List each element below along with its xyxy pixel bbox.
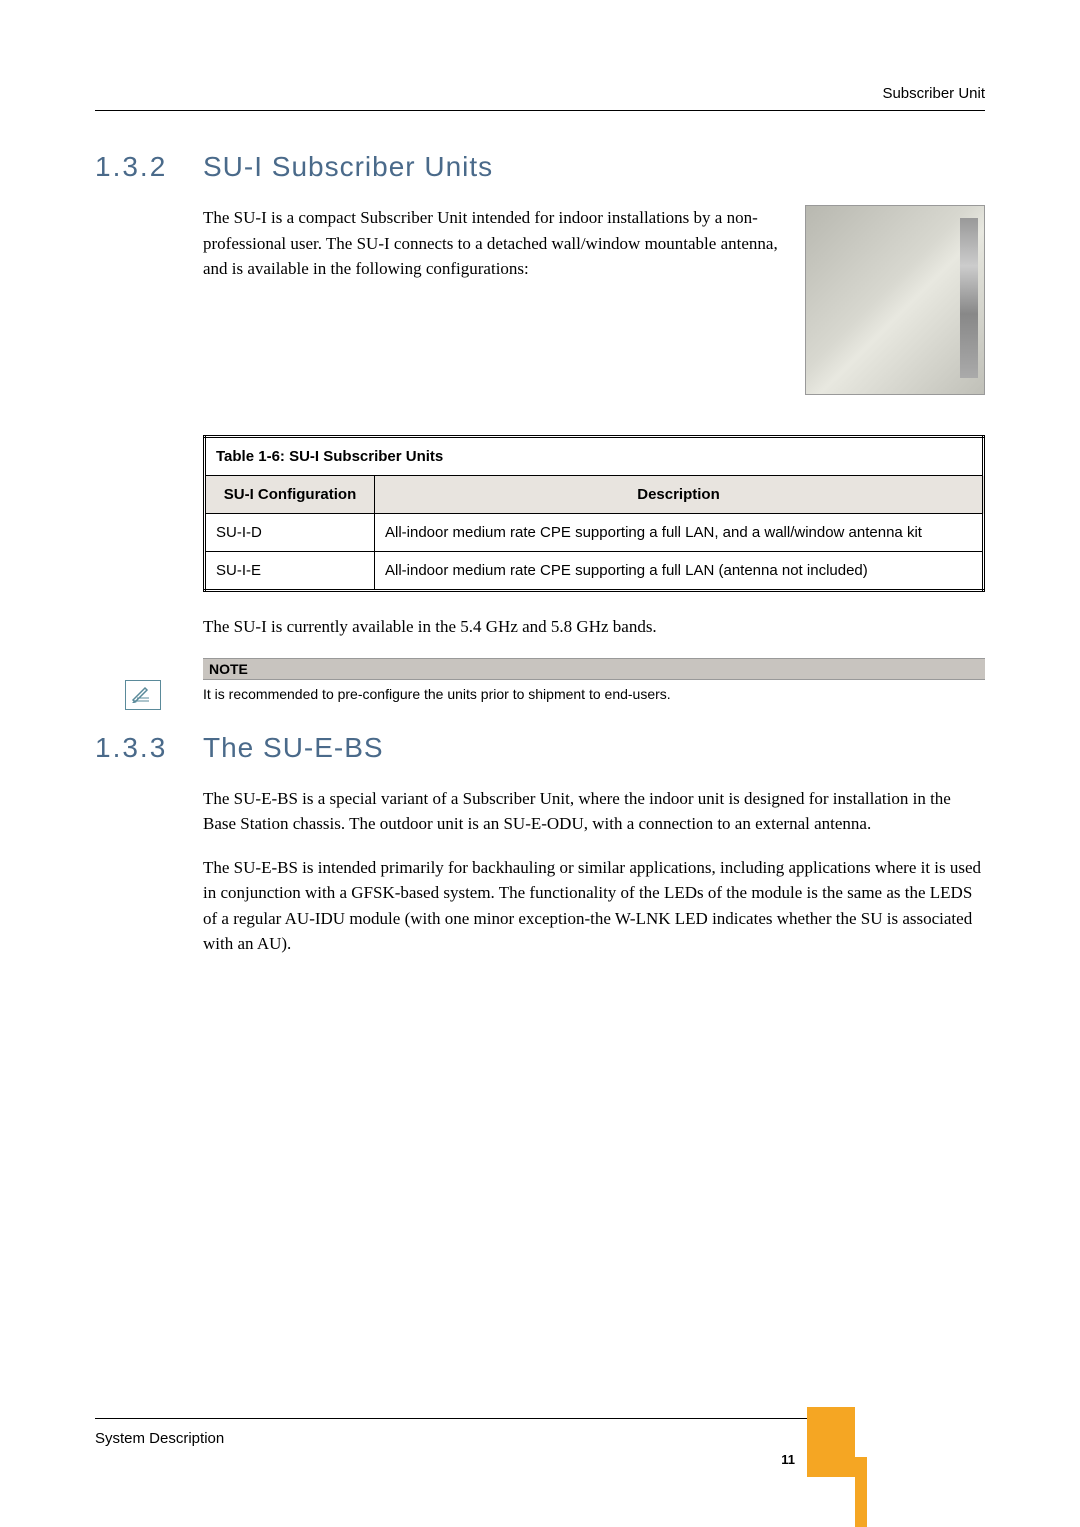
note-text: It is recommended to pre-configure the u… — [203, 680, 985, 702]
config-cell: SU-I-D — [205, 514, 375, 552]
footer-accent-stripe — [855, 1457, 867, 1527]
desc-cell: All-indoor medium rate CPE supporting a … — [375, 552, 984, 591]
table-col1-header: SU-I Configuration — [205, 476, 375, 514]
section-1-3-2-heading: 1.3.2 SU-I Subscriber Units — [95, 151, 985, 183]
note-box: NOTE It is recommended to pre-configure … — [203, 658, 985, 702]
header-right-label: Subscriber Unit — [882, 85, 985, 102]
su-i-config-table: Table 1-6: SU-I Subscriber Units SU-I Co… — [203, 435, 985, 592]
table-caption: Table 1-6: SU-I Subscriber Units — [205, 437, 984, 476]
config-cell: SU-I-E — [205, 552, 375, 591]
note-label: NOTE — [203, 658, 985, 680]
body-paragraph: The SU-E-BS is intended primarily for ba… — [203, 855, 985, 957]
table-row: SU-I-D All-indoor medium rate CPE suppor… — [205, 514, 984, 552]
note-icon — [125, 680, 161, 710]
table-row: SU-I-E All-indoor medium rate CPE suppor… — [205, 552, 984, 591]
section-1-3-3-heading: 1.3.3 The SU-E-BS — [95, 732, 985, 764]
footer-accent-block — [807, 1407, 855, 1477]
device-photo — [805, 205, 985, 395]
section-number: 1.3.2 — [95, 151, 203, 183]
section-title: SU-I Subscriber Units — [203, 151, 493, 183]
section-number: 1.3.3 — [95, 732, 203, 764]
body-paragraph: The SU-E-BS is a special variant of a Su… — [203, 786, 985, 837]
intro-text: The SU-I is a compact Subscriber Unit in… — [203, 205, 785, 395]
table-col2-header: Description — [375, 476, 984, 514]
page-number: 11 — [781, 1452, 795, 1467]
after-table-text: The SU-I is currently available in the 5… — [203, 614, 985, 640]
footer-rule — [95, 1418, 820, 1419]
page-header: Subscriber Unit — [95, 85, 985, 111]
intro-block: The SU-I is a compact Subscriber Unit in… — [203, 205, 985, 395]
desc-cell: All-indoor medium rate CPE supporting a … — [375, 514, 984, 552]
section-title: The SU-E-BS — [203, 732, 384, 764]
footer-left: System Description — [95, 1430, 224, 1447]
